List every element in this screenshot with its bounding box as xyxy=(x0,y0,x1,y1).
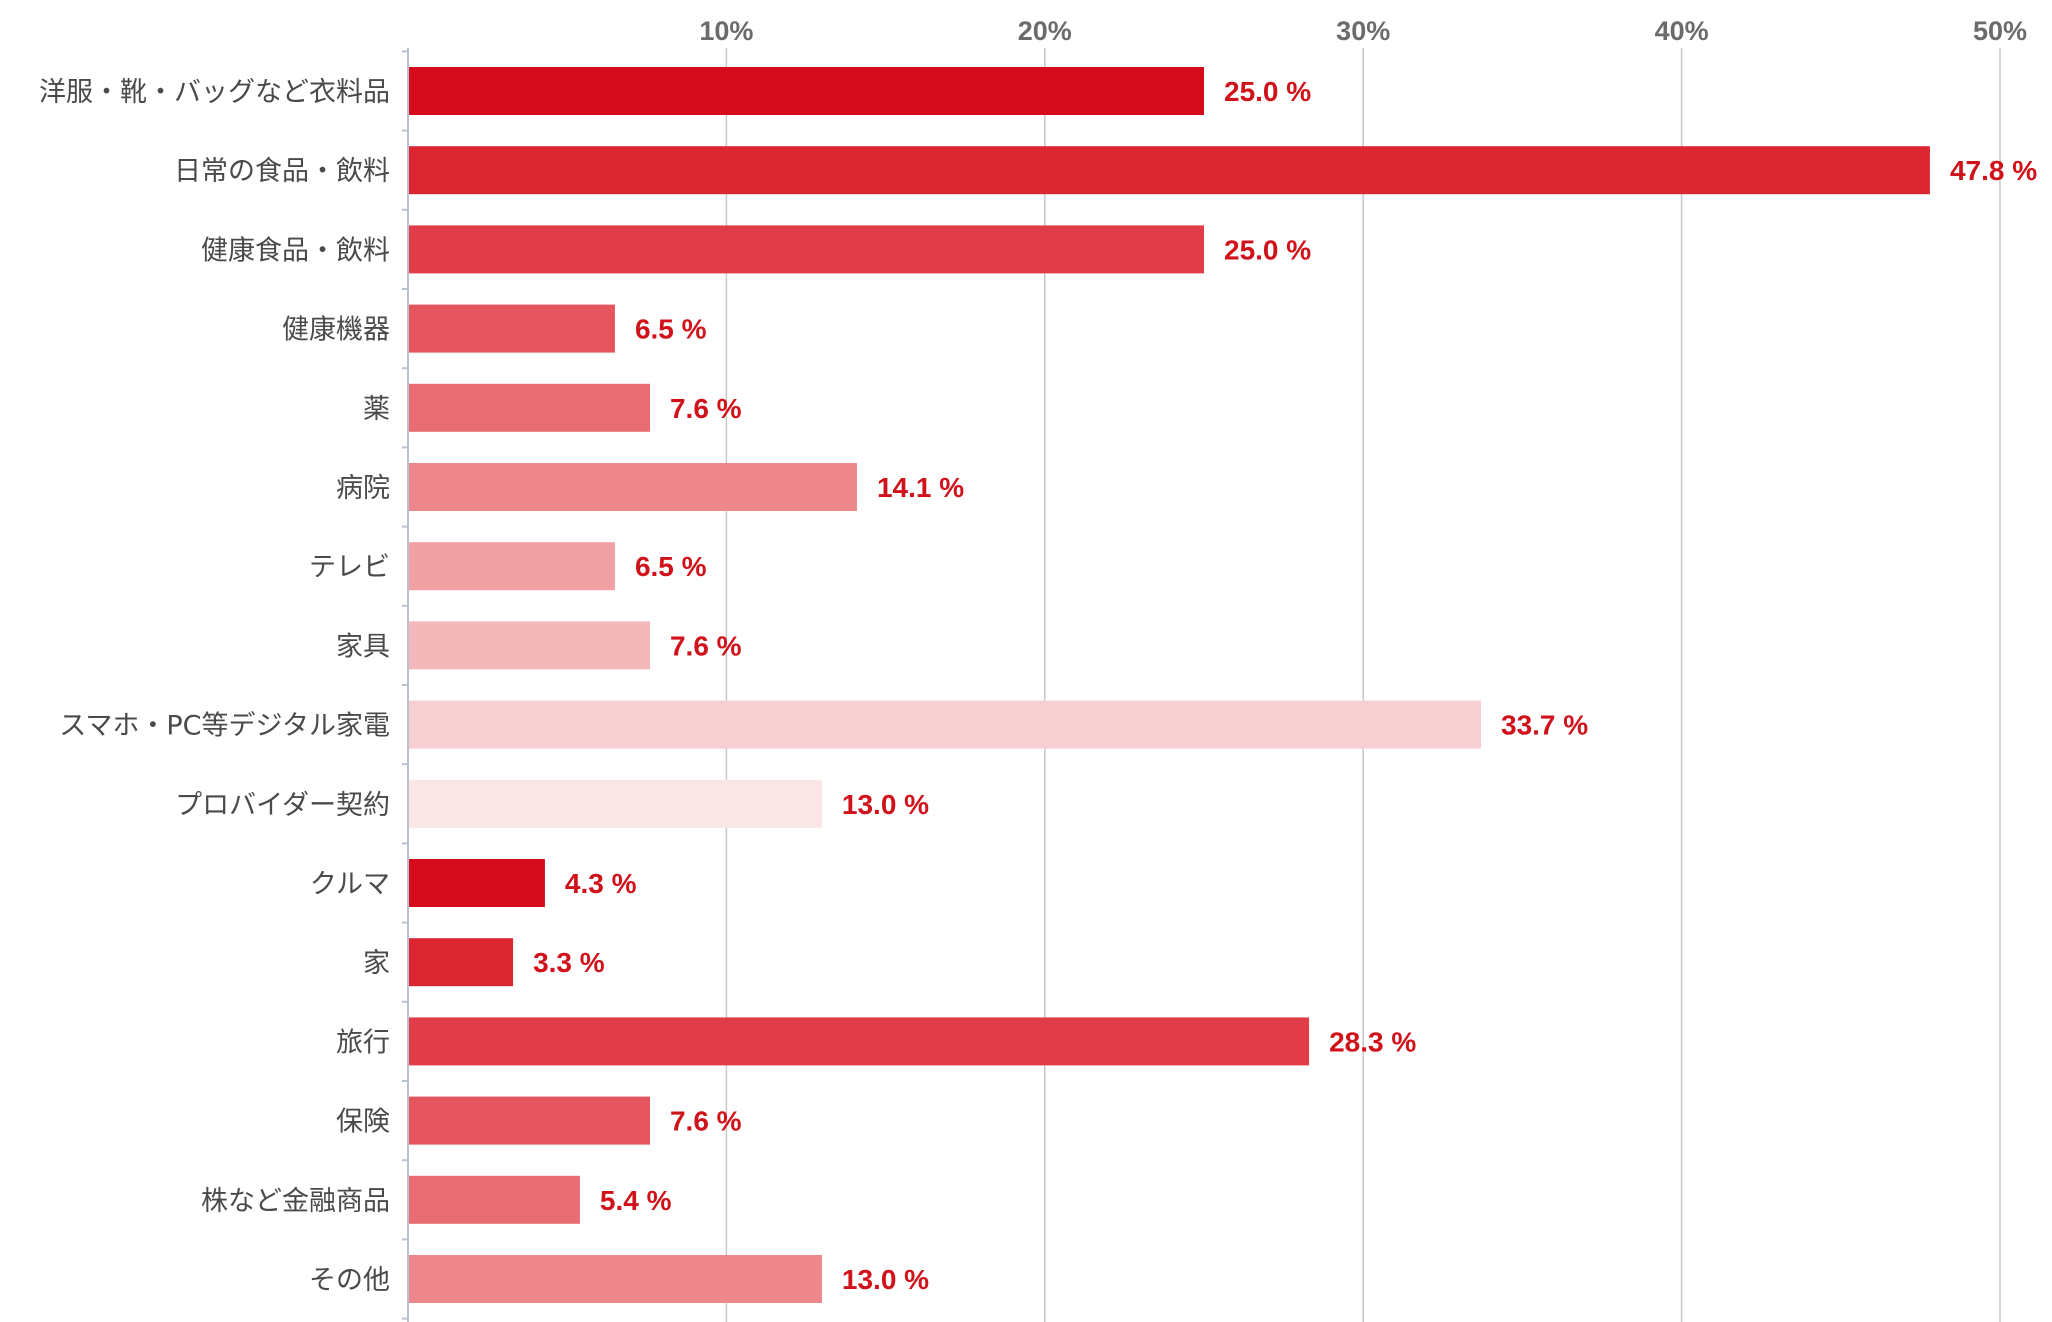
category-label-9: プロバイダー契約 xyxy=(175,790,390,821)
bar-2 xyxy=(409,225,1204,274)
category-label-7: 家具 xyxy=(336,631,390,662)
value-label-6: 6.5 % xyxy=(635,551,707,582)
value-label-14: 5.4 % xyxy=(600,1185,672,1216)
bar-10 xyxy=(409,859,545,907)
category-label-10: クルマ xyxy=(310,869,390,900)
category-label-1: 日常の食品・飲料 xyxy=(174,156,390,187)
bar-4 xyxy=(409,383,650,432)
category-label-11: 家 xyxy=(363,948,390,979)
category-label-13: 保険 xyxy=(336,1107,390,1138)
value-label-13: 7.6 % xyxy=(670,1106,742,1137)
category-label-12: 旅行 xyxy=(336,1027,390,1058)
bar-14 xyxy=(409,1175,580,1224)
value-label-11: 3.3 % xyxy=(533,947,605,978)
bar-7 xyxy=(409,621,650,670)
bar-1 xyxy=(409,146,1930,195)
bar-3 xyxy=(409,304,615,353)
value-label-12: 28.3 % xyxy=(1329,1026,1416,1057)
x-tick-label-40: 40% xyxy=(1655,16,1709,46)
x-tick-label-50: 50% xyxy=(1973,16,2027,46)
category-label-3: 健康機器 xyxy=(282,315,390,346)
value-label-10: 4.3 % xyxy=(565,868,637,899)
bar-11 xyxy=(409,938,514,987)
value-label-2: 25.0 % xyxy=(1224,234,1311,265)
bar-15 xyxy=(409,1255,822,1303)
category-label-4: 薬 xyxy=(363,394,390,425)
category-label-5: 病院 xyxy=(336,473,390,504)
category-label-14: 株など金融商品 xyxy=(201,1186,390,1217)
bar-8 xyxy=(409,700,1482,749)
value-label-3: 6.5 % xyxy=(635,314,707,345)
value-label-1: 47.8 % xyxy=(1950,155,2037,186)
category-label-0: 洋服・靴・バッグなど衣料品 xyxy=(39,77,390,108)
bar-9 xyxy=(409,779,822,828)
bar-6 xyxy=(409,542,615,591)
value-label-9: 13.0 % xyxy=(842,789,929,820)
value-label-8: 33.7 % xyxy=(1501,710,1588,741)
category-label-2: 健康食品・飲料 xyxy=(201,235,390,266)
bar-12 xyxy=(409,1017,1310,1066)
value-label-4: 7.6 % xyxy=(670,393,742,424)
x-tick-label-20: 20% xyxy=(1018,16,1072,46)
bar-5 xyxy=(409,463,857,511)
bar-0 xyxy=(409,67,1204,115)
value-label-0: 25.0 % xyxy=(1224,76,1311,107)
value-label-5: 14.1 % xyxy=(877,472,964,503)
category-label-8: スマホ・PC等デジタル家電 xyxy=(59,711,390,742)
bar-13 xyxy=(409,1096,650,1145)
x-tick-label-30: 30% xyxy=(1336,16,1390,46)
value-label-15: 13.0 % xyxy=(842,1264,929,1295)
category-label-15: その他 xyxy=(309,1265,390,1296)
value-label-7: 7.6 % xyxy=(670,630,742,661)
x-tick-label-10: 10% xyxy=(699,16,753,46)
category-label-6: テレビ xyxy=(309,552,390,583)
